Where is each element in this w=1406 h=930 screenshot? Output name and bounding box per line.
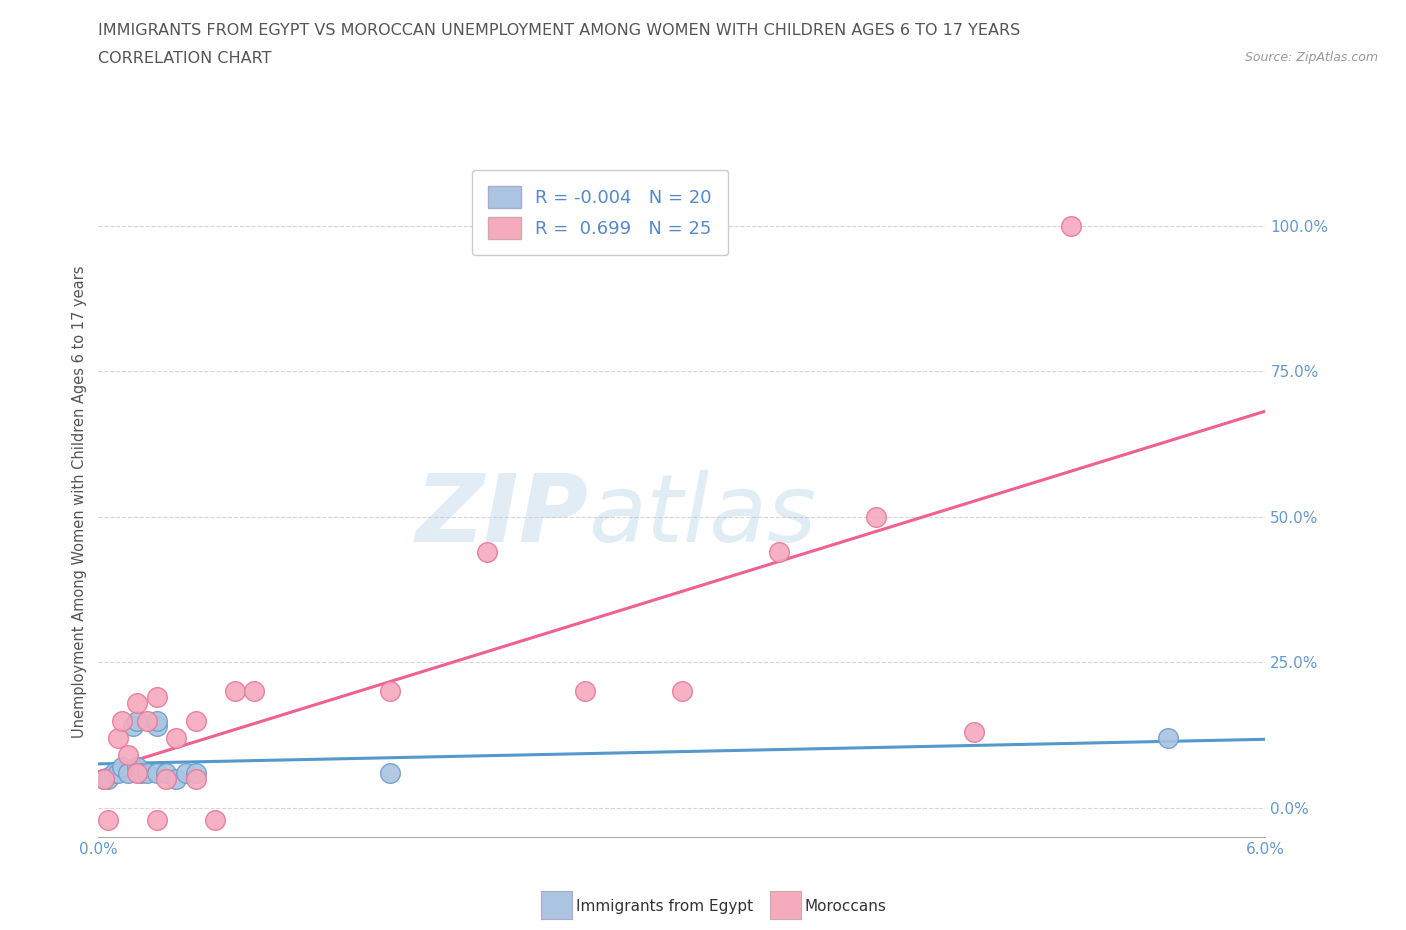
Point [107,765,129,780]
Point [146,765,169,780]
Point [111,760,134,775]
Point [107,731,129,746]
Point [184,713,207,728]
Text: Moroccans: Moroccans [804,899,886,914]
Point [477,544,499,559]
Point [155,765,177,780]
Point [136,713,159,728]
Point [165,771,187,786]
Point [146,690,169,705]
Point [243,684,266,698]
Point [103,765,125,780]
Legend: R = -0.004   N = 20, R =  0.699   N = 25: R = -0.004 N = 20, R = 0.699 N = 25 [472,170,728,256]
Point [165,731,187,746]
Point [865,510,887,525]
Point [146,812,169,827]
Point [111,713,134,728]
Point [117,748,139,763]
Point [378,684,402,698]
Text: IMMIGRANTS FROM EGYPT VS MOROCCAN UNEMPLOYMENT AMONG WOMEN WITH CHILDREN AGES 6 : IMMIGRANTS FROM EGYPT VS MOROCCAN UNEMPL… [98,23,1021,38]
Point [671,684,693,698]
Text: ZIP: ZIP [416,470,589,562]
Point [174,765,197,780]
Text: CORRELATION CHART: CORRELATION CHART [98,51,271,66]
Point [184,771,207,786]
Point [224,684,246,698]
Point [93,771,115,786]
Point [768,544,790,559]
Point [574,684,596,698]
Point [129,765,152,780]
Point [122,719,145,734]
Point [155,771,177,786]
Point [184,765,207,780]
Point [1060,219,1083,233]
Point [204,812,226,827]
Point [127,760,149,775]
Point [378,765,402,780]
Text: atlas: atlas [589,470,817,561]
Point [97,771,120,786]
Text: Immigrants from Egypt: Immigrants from Egypt [576,899,754,914]
Point [97,812,120,827]
Point [962,724,984,739]
Point [93,771,115,786]
Point [117,765,139,780]
Point [127,765,149,780]
Text: Source: ZipAtlas.com: Source: ZipAtlas.com [1244,51,1378,64]
Y-axis label: Unemployment Among Women with Children Ages 6 to 17 years: Unemployment Among Women with Children A… [72,266,87,738]
Point [1157,731,1180,746]
Point [127,713,149,728]
Point [146,713,169,728]
Point [146,719,169,734]
Point [136,765,159,780]
Point [127,696,149,711]
